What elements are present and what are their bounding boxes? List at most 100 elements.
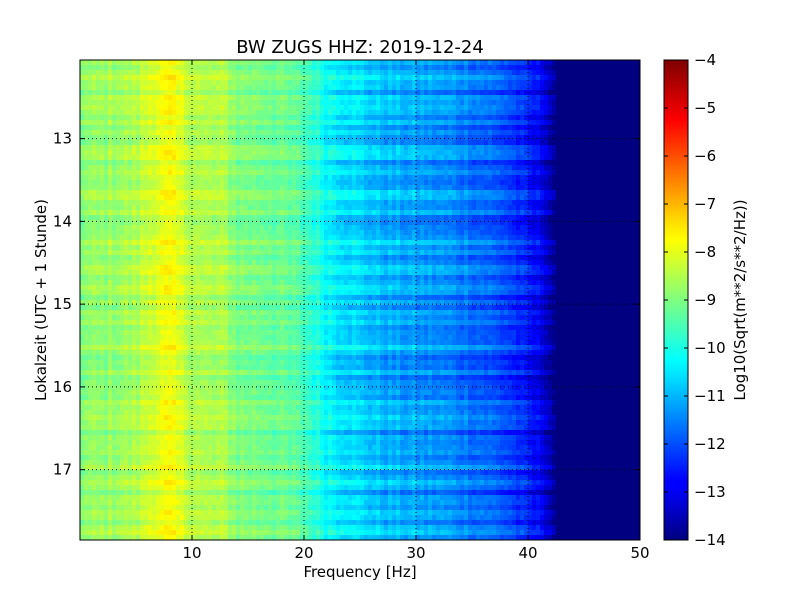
heatmap-cell — [120, 145, 125, 151]
heatmap-cell — [220, 170, 225, 176]
heatmap-cell — [628, 145, 633, 151]
heatmap-cell — [600, 155, 605, 161]
heatmap-cell — [464, 140, 469, 146]
heatmap-cell — [412, 215, 417, 221]
heatmap-cell — [224, 225, 229, 231]
heatmap-cell — [196, 135, 201, 141]
heatmap-cell — [552, 215, 557, 221]
heatmap-cell — [636, 150, 640, 156]
heatmap-cell — [264, 90, 269, 96]
heatmap-cell — [376, 120, 381, 126]
heatmap-cell — [428, 185, 433, 191]
heatmap-cell — [408, 155, 413, 161]
heatmap-cell — [484, 120, 489, 126]
heatmap-cell — [456, 100, 461, 106]
heatmap-cell — [452, 160, 457, 166]
heatmap-cell — [268, 120, 273, 126]
heatmap-cell — [316, 130, 321, 136]
heatmap-cell — [360, 65, 365, 71]
heatmap-cell — [120, 215, 125, 221]
heatmap-cell — [396, 175, 401, 181]
heatmap-cell — [188, 130, 193, 136]
heatmap-cell — [536, 135, 541, 141]
heatmap-cell — [480, 190, 485, 196]
heatmap-cell — [380, 195, 385, 201]
heatmap-cell — [176, 95, 181, 101]
heatmap-cell — [580, 210, 585, 216]
heatmap-cell — [272, 125, 277, 131]
heatmap-cell — [336, 150, 341, 156]
heatmap-cell — [220, 180, 225, 186]
heatmap-cell — [516, 200, 521, 206]
heatmap-cell — [312, 200, 317, 206]
heatmap-cell — [600, 95, 605, 101]
heatmap-cell — [464, 215, 469, 221]
heatmap-cell — [92, 110, 97, 116]
heatmap-cell — [396, 205, 401, 211]
heatmap-cell — [196, 235, 201, 241]
heatmap-cell — [220, 205, 225, 211]
heatmap-cell — [232, 195, 237, 201]
heatmap-cell — [392, 130, 397, 136]
heatmap-cell — [552, 80, 557, 86]
heatmap-cell — [80, 205, 85, 211]
heatmap-cell — [488, 135, 493, 141]
heatmap-cell — [432, 215, 437, 221]
heatmap-cell — [132, 195, 137, 201]
heatmap-cell — [228, 130, 233, 136]
heatmap-cell — [468, 150, 473, 156]
heatmap-cell — [132, 220, 137, 226]
heatmap-cell — [348, 65, 353, 71]
heatmap-cell — [380, 115, 385, 121]
heatmap-cell — [380, 155, 385, 161]
heatmap-cell — [264, 185, 269, 191]
heatmap-cell — [352, 135, 357, 141]
heatmap-cell — [172, 200, 177, 206]
heatmap-cell — [528, 175, 533, 181]
heatmap-cell — [296, 165, 301, 171]
heatmap-cell — [280, 110, 285, 116]
heatmap-cell — [528, 75, 533, 81]
heatmap-cell — [300, 225, 305, 231]
heatmap-cell — [220, 95, 225, 101]
heatmap-cell — [296, 155, 301, 161]
heatmap-cell — [156, 155, 161, 161]
heatmap-cell — [344, 60, 349, 66]
heatmap-cell — [528, 150, 533, 156]
heatmap-cell — [328, 100, 333, 106]
heatmap-cell — [432, 70, 437, 76]
heatmap-cell — [512, 115, 517, 121]
heatmap-cell — [236, 100, 241, 106]
heatmap-cell — [224, 230, 229, 236]
heatmap-cell — [276, 195, 281, 201]
heatmap-cell — [304, 85, 309, 91]
heatmap-cell — [368, 135, 373, 141]
heatmap-cell — [364, 120, 369, 126]
heatmap-cell — [352, 160, 357, 166]
heatmap-cell — [460, 170, 465, 176]
heatmap-cell — [384, 170, 389, 176]
heatmap-cell — [272, 90, 277, 96]
heatmap-cell — [280, 85, 285, 91]
heatmap-cell — [528, 110, 533, 116]
heatmap-cell — [428, 125, 433, 131]
heatmap-cell — [424, 95, 429, 101]
heatmap-cell — [460, 80, 465, 86]
heatmap-cell — [532, 150, 537, 156]
heatmap-cell — [152, 130, 157, 136]
heatmap-cell — [200, 175, 205, 181]
heatmap-cell — [568, 170, 573, 176]
heatmap-cell — [592, 60, 597, 66]
heatmap-cell — [504, 150, 509, 156]
heatmap-cell — [492, 60, 497, 66]
heatmap-cell — [492, 130, 497, 136]
heatmap-cell — [584, 110, 589, 116]
heatmap-cell — [184, 90, 189, 96]
heatmap-cell — [416, 230, 421, 236]
heatmap-cell — [556, 65, 561, 71]
heatmap-cell — [480, 155, 485, 161]
heatmap-cell — [296, 180, 301, 186]
heatmap-cell — [604, 140, 609, 146]
heatmap-cell — [356, 105, 361, 111]
heatmap-cell — [216, 160, 221, 166]
